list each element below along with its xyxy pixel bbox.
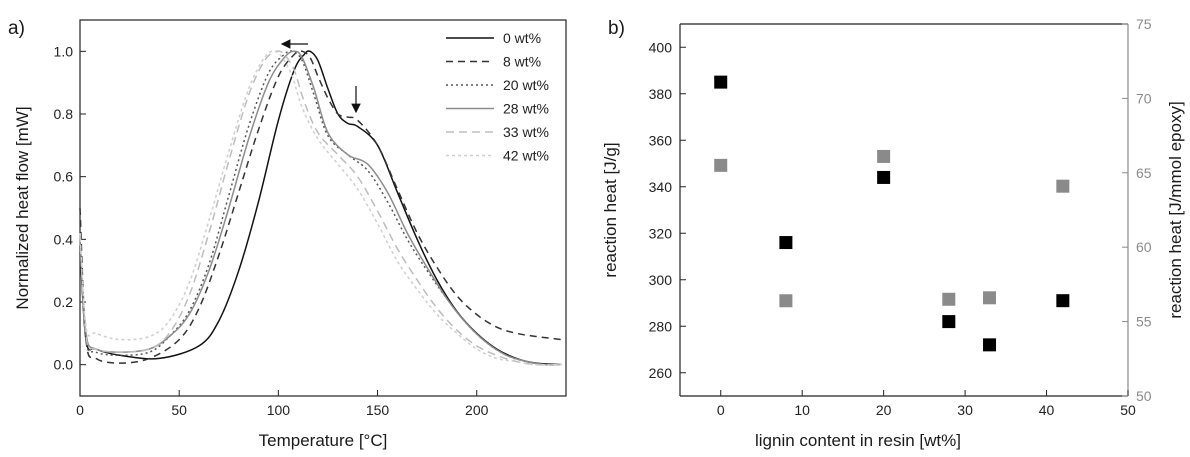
panel-a-heat-flow-chart: a) 0 50 100 150 200 0.0 0.2 0.4 0.6 0.8 1.0 0 wt% 8… xyxy=(8,18,567,450)
panel-b-y-tick-label: 380 xyxy=(649,86,673,102)
panel-b-y-tick-label: 360 xyxy=(649,132,673,148)
panel-b-y-right-tick-label: 50 xyxy=(1136,388,1152,404)
panel-b-x-tick-label: 30 xyxy=(957,402,973,418)
legend-label: 28 wt% xyxy=(503,101,549,117)
panel-b-y-right-tick-label: 60 xyxy=(1136,239,1152,255)
panel-b-reaction-heat-chart: b) 0 10 20 30 40 50 260 280 300 320 340 360 380 400 50… xyxy=(601,16,1185,450)
scatter-point-per-gram xyxy=(714,75,728,89)
scatter-point-per-gram xyxy=(983,338,997,352)
panel-b-y-right-tick-label: 55 xyxy=(1136,314,1152,330)
panel-a-y-tick-label: 0.2 xyxy=(54,294,74,310)
legend-label: 8 wt% xyxy=(503,54,541,70)
panel-b-y-right-tick-label: 75 xyxy=(1136,16,1152,32)
scatter-point-per-gram xyxy=(942,315,956,329)
legend-label: 42 wt% xyxy=(503,148,549,164)
panel-a-y-tick-label: 0.0 xyxy=(54,357,74,373)
panel-b-y-tick-label: 340 xyxy=(649,179,673,195)
panel-a-y-tick-label: 0.8 xyxy=(54,106,74,122)
panel-b-y-tick-label: 260 xyxy=(649,365,673,381)
panel-a-ticks: 0 50 100 150 200 0.0 0.2 0.4 0.6 0.8 1.0 xyxy=(54,43,489,418)
panel-a-x-tick-label: 50 xyxy=(171,402,187,418)
series-line-20-wt- xyxy=(79,50,563,366)
panel-a-x-tick-label: 200 xyxy=(465,402,489,418)
scatter-point-per-mmol xyxy=(779,294,793,308)
panel-b-y-right-tick-label: 65 xyxy=(1136,165,1152,181)
scatter-point-per-mmol xyxy=(1056,179,1070,193)
panel-b-y-tick-label: 300 xyxy=(649,272,673,288)
panel-a-legend: 0 wt% 8 wt% 20 wt% 28 wt% 33 wt% 42 wt% xyxy=(446,30,549,164)
panel-a-y-tick-label: 0.4 xyxy=(54,231,74,247)
series-line-28-wt- xyxy=(79,50,563,366)
panel-a-y-axis-title: Normalized heat flow [mW] xyxy=(13,106,32,309)
panel-b-points xyxy=(714,75,1070,352)
series-line-8-wt- xyxy=(79,50,563,364)
panel-b-x-axis-title: lignin content in resin [wt%] xyxy=(755,431,961,450)
panel-b-x-tick-label: 40 xyxy=(1039,402,1055,418)
scatter-point-per-mmol xyxy=(942,292,956,306)
series-line-42-wt- xyxy=(79,50,563,366)
legend-label: 20 wt% xyxy=(503,77,549,93)
panel-b-x-tick-label: 50 xyxy=(1120,402,1136,418)
panel-a-x-tick-label: 100 xyxy=(267,402,291,418)
panel-b-x-tick-label: 0 xyxy=(717,402,725,418)
scatter-point-per-mmol xyxy=(714,158,728,172)
scatter-point-per-gram xyxy=(877,170,891,184)
legend-label: 33 wt% xyxy=(503,124,549,140)
panel-a-x-tick-label: 0 xyxy=(76,402,84,418)
panel-a-y-tick-label: 0.6 xyxy=(54,169,74,185)
scatter-point-per-mmol xyxy=(877,149,891,163)
legend-label: 0 wt% xyxy=(503,30,541,46)
panel-a-x-tick-label: 150 xyxy=(366,402,390,418)
panel-a-x-axis-title: Temperature [°C] xyxy=(259,431,388,450)
panel-b-y-right-tick-label: 70 xyxy=(1136,90,1152,106)
scatter-point-per-gram xyxy=(779,236,793,250)
panel-a-series xyxy=(79,50,563,366)
panel-b-y-tick-label: 400 xyxy=(649,39,673,55)
panel-a-label: a) xyxy=(8,18,25,39)
series-line-33-wt- xyxy=(79,50,563,366)
panel-a-y-tick-label: 1.0 xyxy=(54,43,74,59)
scatter-point-per-gram xyxy=(1056,294,1070,308)
panel-b-y-tick-label: 320 xyxy=(649,225,673,241)
panel-b-ticks: 0 10 20 30 40 50 260 280 300 320 340 360 380 400 50 55 6… xyxy=(649,16,1152,418)
scatter-point-per-mmol xyxy=(983,291,997,305)
panel-b-x-tick-label: 10 xyxy=(794,402,810,418)
panel-b-y-tick-label: 280 xyxy=(649,318,673,334)
panel-b-label: b) xyxy=(608,18,625,39)
panel-b-y-axis-title-right: reaction heat [J/mmol epoxy] xyxy=(1166,101,1185,318)
series-line-0-wt- xyxy=(79,50,563,366)
panel-b-x-tick-label: 20 xyxy=(876,402,892,418)
panel-b-y-axis-title-left: reaction heat [J/g] xyxy=(601,142,620,277)
